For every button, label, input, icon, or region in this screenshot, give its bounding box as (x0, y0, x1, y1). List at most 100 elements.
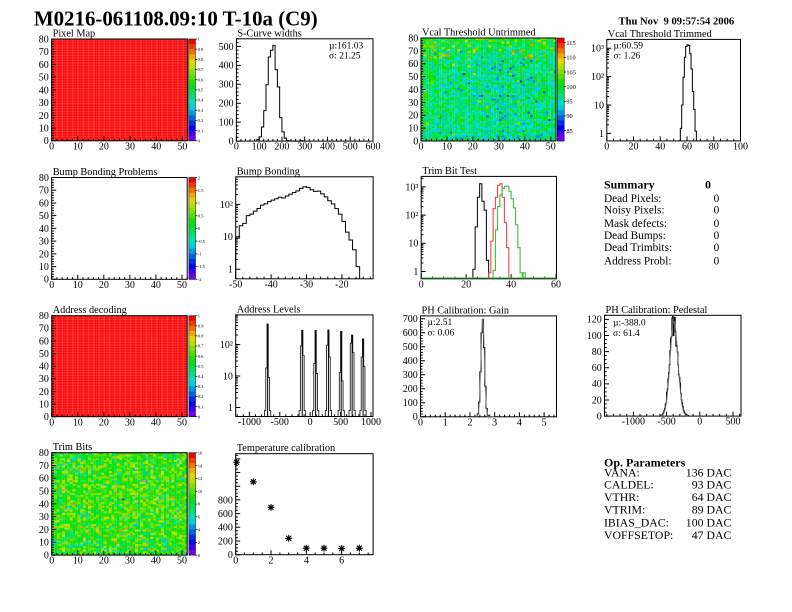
svg-text:10²: 10² (405, 211, 418, 222)
svg-text:100: 100 (733, 142, 748, 153)
svg-text:0.5: 0.5 (198, 364, 204, 369)
svg-text:50: 50 (177, 280, 187, 291)
svg-text:0.9: 0.9 (198, 323, 204, 328)
svg-text:-500: -500 (271, 417, 289, 428)
svg-text:1: 1 (228, 265, 233, 276)
svg-text:0: 0 (198, 414, 201, 419)
svg-text:10: 10 (39, 399, 49, 410)
svg-text:0: 0 (714, 242, 720, 254)
svg-text:5: 5 (542, 417, 547, 428)
svg-text:VOFFSETOP:: VOFFSETOP: (604, 528, 673, 542)
svg-text:30: 30 (39, 237, 49, 248)
svg-text:0.3: 0.3 (198, 108, 204, 113)
svg-text:0: 0 (228, 550, 233, 561)
svg-text:0: 0 (49, 417, 54, 428)
svg-text:DAC: DAC (707, 528, 732, 542)
svg-text:30: 30 (39, 98, 49, 109)
svg-text:60: 60 (551, 279, 561, 290)
svg-text:40: 40 (39, 85, 49, 96)
svg-text:80: 80 (39, 173, 49, 184)
svg-text:2: 2 (198, 175, 201, 180)
svg-text:10: 10 (223, 232, 233, 243)
svg-text:70: 70 (408, 46, 418, 57)
svg-text:Noisy Pixels:: Noisy Pixels: (604, 205, 665, 217)
svg-text:Address Probl:: Address Probl: (604, 256, 671, 268)
svg-text:0.5: 0.5 (198, 88, 204, 93)
svg-text:10: 10 (408, 239, 418, 250)
svg-text:30: 30 (125, 556, 135, 567)
svg-text:20: 20 (39, 249, 49, 260)
svg-text:50: 50 (177, 417, 187, 428)
svg-text:80: 80 (39, 311, 49, 322)
svg-text:10: 10 (73, 141, 83, 152)
svg-text:50: 50 (177, 141, 187, 152)
svg-text:DAC: DAC (707, 478, 732, 492)
svg-text:30: 30 (39, 374, 49, 385)
svg-text:10: 10 (223, 371, 233, 382)
svg-text:4: 4 (517, 417, 522, 428)
svg-text:10: 10 (408, 124, 418, 135)
svg-text:600: 600 (218, 509, 233, 520)
svg-text:20: 20 (99, 417, 109, 428)
svg-text:80: 80 (39, 34, 49, 45)
svg-text:10: 10 (198, 489, 203, 494)
svg-text:µ:-388.0: µ:-388.0 (613, 319, 646, 329)
svg-text:110: 110 (566, 55, 575, 62)
svg-text:12: 12 (198, 476, 203, 481)
svg-text:0.8: 0.8 (198, 57, 204, 62)
svg-text:VTRIM:: VTRIM: (604, 503, 645, 517)
svg-text:-40: -40 (264, 279, 277, 290)
svg-text:DAC: DAC (707, 466, 732, 480)
svg-text:0: 0 (49, 556, 54, 567)
svg-text:0: 0 (44, 551, 49, 562)
svg-text:89: 89 (692, 503, 704, 517)
svg-text:VANA:: VANA: (604, 466, 640, 480)
svg-text:30: 30 (125, 280, 135, 291)
svg-text:DAC: DAC (707, 516, 732, 530)
svg-text:0: 0 (597, 412, 602, 423)
svg-text:40: 40 (592, 379, 602, 390)
svg-text:0: 0 (697, 417, 702, 428)
svg-text:PH Calibration: Gain: PH Calibration: Gain (422, 305, 510, 316)
svg-text:85: 85 (566, 128, 572, 135)
svg-text:0: 0 (198, 226, 201, 231)
svg-text:σ: 0.06: σ: 0.06 (428, 328, 455, 338)
svg-text:20: 20 (39, 387, 49, 398)
svg-text:80: 80 (39, 448, 49, 459)
svg-text:0.4: 0.4 (198, 98, 204, 103)
svg-text:400: 400 (320, 142, 335, 153)
svg-text:1: 1 (198, 313, 201, 318)
svg-text:Bump Bonding: Bump Bonding (237, 166, 300, 177)
svg-text:10: 10 (39, 262, 49, 273)
svg-text:1: 1 (228, 403, 233, 414)
svg-text:40: 40 (39, 499, 49, 510)
svg-text:0: 0 (714, 205, 720, 217)
svg-text:40: 40 (39, 224, 49, 235)
svg-text:1: 1 (198, 37, 201, 42)
svg-text:Pixel Map: Pixel Map (53, 29, 96, 40)
svg-text:50: 50 (39, 349, 49, 360)
svg-text:σ: 1.26: σ: 1.26 (614, 52, 641, 62)
svg-text:σ: 61.4: σ: 61.4 (613, 329, 640, 339)
svg-text:0.1: 0.1 (198, 128, 204, 133)
svg-text:1: 1 (443, 417, 448, 428)
svg-text:0: 0 (418, 417, 423, 428)
svg-text:10: 10 (442, 142, 452, 153)
svg-text:0.7: 0.7 (198, 67, 204, 72)
svg-text:40: 40 (408, 85, 418, 96)
svg-text:IBIAS_DAC:: IBIAS_DAC: (604, 516, 669, 530)
svg-text:0.3: 0.3 (198, 384, 204, 389)
svg-text:0: 0 (714, 256, 720, 268)
svg-text:600: 600 (403, 328, 418, 339)
svg-text:-1.5: -1.5 (198, 264, 206, 269)
svg-text:100: 100 (252, 142, 267, 153)
svg-text:40: 40 (151, 141, 161, 152)
svg-text:500: 500 (219, 42, 234, 53)
svg-text:10: 10 (73, 556, 83, 567)
svg-text:0: 0 (234, 142, 239, 153)
svg-text:2: 2 (467, 417, 472, 428)
svg-text:10: 10 (73, 417, 83, 428)
svg-text:30: 30 (125, 141, 135, 152)
svg-text:30: 30 (408, 98, 418, 109)
svg-text:70: 70 (39, 461, 49, 472)
